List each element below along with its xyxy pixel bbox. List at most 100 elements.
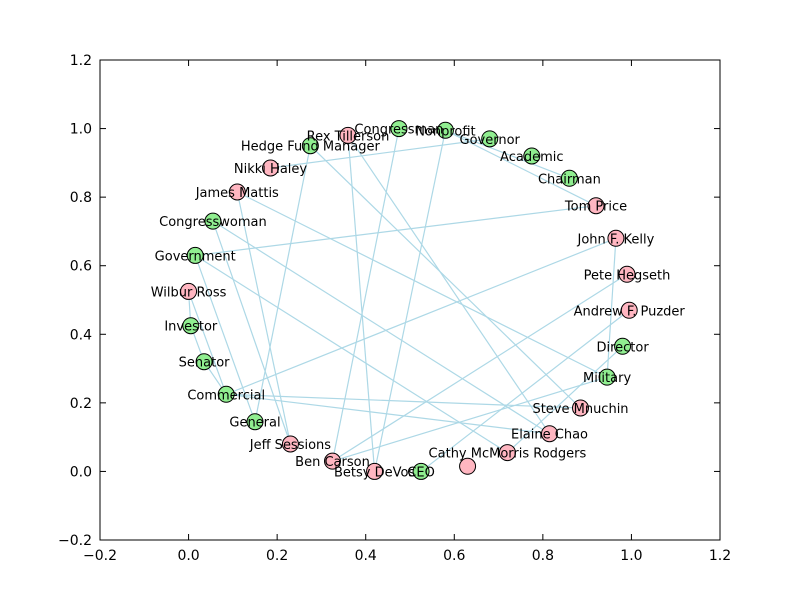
axes-layer: −0.2 0.0 0.2 0.4 0.6 0.8 1.0 1.2 −0.2 0.0 0.2 0.4 0.… [58,53,731,564]
graph-node-puzder [620,301,638,319]
edges-layer [187,128,630,472]
node-label-congresswoman: Congresswoman [159,215,267,230]
node-label-hedge: Hedge Fund Manager [241,140,381,155]
node-label-nonprofit: Nonprofit [415,124,475,139]
node-label-ross: Wilbur Ross [151,285,227,300]
graph-node-rex [339,126,357,144]
plot-frame [99,59,721,541]
y-tick-label: 1.2 [70,53,92,69]
graph-node-academic [523,147,541,165]
node-label-price: Tom Price [564,200,627,215]
graph-node-chao [541,425,558,443]
labels-layer: Rex Tillerson Nikki Haley James Mattis Wilb… [151,123,686,481]
graph-edge [445,129,597,207]
graph-node-director [614,337,632,355]
graph-edge [188,291,227,395]
graph-edge [420,309,630,472]
graph-node-hedge [301,137,319,155]
graph-edge [347,135,550,435]
graph-node-nonprofit [436,121,454,139]
nodes-layer [180,120,638,480]
graph-node-congresswoman [204,212,222,230]
graph-node-unlabeled [459,457,477,475]
graph-edge [347,135,376,472]
node-label-investor: Investor [164,320,218,335]
graph-node-ceo [412,462,430,480]
x-tick-label: 1.0 [620,548,642,564]
graph-node-mattis [228,183,246,201]
graph-edge [254,145,311,422]
graph-edge [606,238,617,378]
graph-node-general [246,413,264,431]
node-label-congressman: Congressman [354,123,443,138]
graph-edge [332,376,608,462]
graph-edge [195,205,597,257]
node-label-carson: Ben Carson [295,455,370,470]
graph-edge [507,345,623,454]
y-tick-label: 0.6 [70,259,92,275]
x-tick-label: −0.2 [83,548,117,564]
graph-node-chairman [560,169,578,187]
graph-edge [373,130,447,472]
graph-node-senator [195,353,213,371]
graph-edge [194,255,256,422]
y-tick-label: 0.4 [70,327,92,343]
node-label-devos: Betsy DeVos [334,465,415,480]
graph-node-price [587,197,605,215]
graph-node-cathy [498,444,516,462]
node-label-academic: Academic [500,150,563,165]
graph-edge [236,191,292,445]
y-tick-label: 0.2 [70,396,92,412]
node-label-military: Military [583,371,631,386]
graph-node-mnuchin [572,399,589,417]
node-label-hegseth: Pete Hegseth [584,268,671,283]
graph-node-military [598,368,616,386]
graph-edge [331,128,400,462]
y-tick-label: 1.0 [70,122,92,138]
node-label-kelly: John F. Kelly [576,232,654,247]
node-label-puzder: Andrew F. Puzder [574,304,686,319]
graph-edge [225,237,617,395]
node-label-cathy: Cathy McMorris Rodgers [429,447,587,462]
y-tick-label: 0.8 [70,190,92,206]
x-tick-label: 0.2 [266,548,288,564]
graph-edge [212,220,550,435]
node-label-chao: Elaine Chao [511,428,588,443]
y-tick-label: −0.2 [58,533,92,549]
graph-edge [226,393,581,409]
graph-node-hegseth [618,265,636,283]
node-label-sessions: Jeff Sessions [249,438,332,453]
graph-node-devos [366,462,384,480]
node-label-rex: Rex Tillerson [307,129,390,144]
graph-edge [445,129,570,179]
graph-node-sessions [281,435,299,453]
x-tick-label: 0.6 [443,548,465,564]
graph-edge [309,145,581,409]
y-tick-label: 0.0 [70,464,92,480]
graph-node-commercial [217,385,235,403]
graph-node-governor [481,130,499,148]
graph-edge [237,191,608,378]
x-tick-label: 1.2 [709,548,731,564]
node-label-commercial: Commercial [187,388,265,403]
x-tick-label: 0.4 [355,548,377,564]
node-label-nikki: Nikki Haley [234,162,307,177]
node-label-mattis: James Mattis [195,186,279,201]
graph-edge [332,273,628,462]
node-label-senator: Senator [179,356,231,371]
node-label-general: General [229,416,280,431]
graph-edge [194,254,508,454]
graph-node-investor [182,317,200,335]
node-label-mnuchin: Steve Mnuchin [532,402,628,417]
node-label-government: Government [155,249,236,264]
graph-node-carson [324,452,341,470]
node-label-ceo: CEO [407,465,435,480]
graph-node-kelly [607,229,625,247]
node-label-director: Director [596,340,649,355]
x-tick-label: 0.0 [177,548,199,564]
x-tick-label: 0.8 [532,548,554,564]
graph-node-nikki [262,159,279,177]
graph-edge [212,220,291,445]
